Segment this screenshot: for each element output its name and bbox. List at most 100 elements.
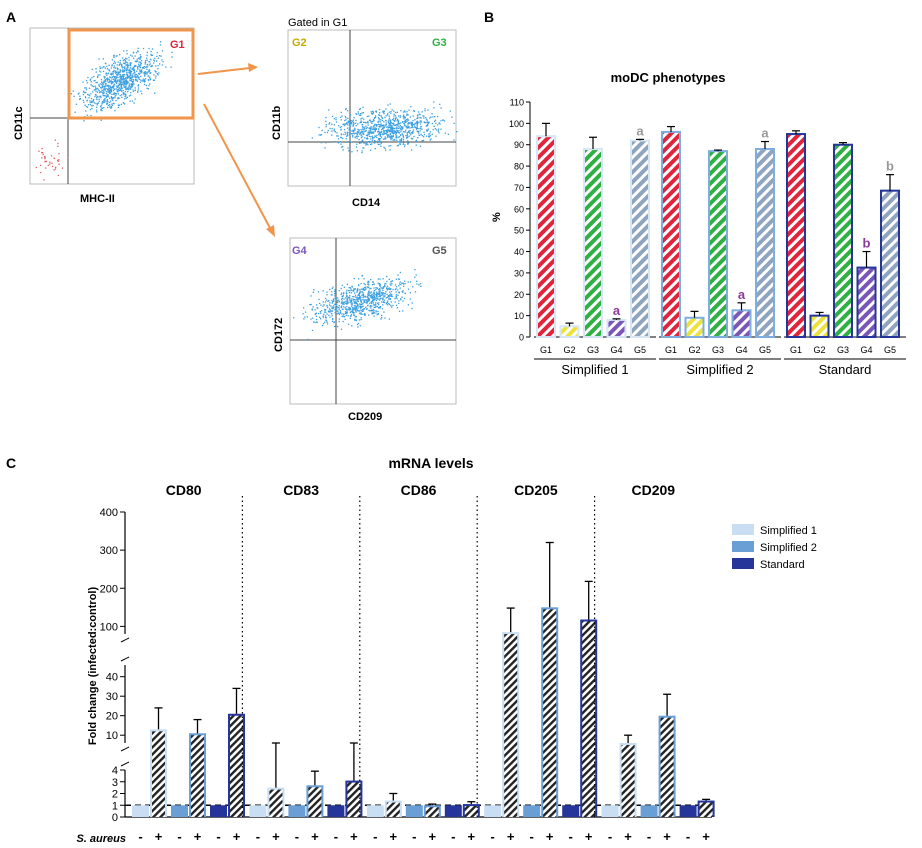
event-dot: [433, 107, 435, 109]
event-dot: [402, 291, 404, 293]
event-dot: [148, 71, 150, 73]
event-dot: [346, 299, 348, 301]
event-dot: [146, 54, 148, 57]
event-dot: [371, 143, 373, 145]
event-dot: [383, 111, 385, 113]
event-dot: [389, 103, 391, 105]
chart-c-ytick-label: 40: [106, 672, 118, 684]
event-dot: [344, 131, 346, 133]
event-dot: [117, 68, 119, 70]
event-dot: [403, 297, 406, 300]
event-dot: [121, 83, 123, 85]
event-dot: [380, 123, 382, 125]
event-dot: [373, 304, 375, 306]
chart-b-ytick-label: 10: [514, 311, 524, 321]
event-dot: [142, 47, 145, 50]
event-dot: [373, 283, 375, 285]
event-dot: [393, 115, 395, 117]
event-dot: [420, 120, 422, 122]
event-dot: [398, 123, 400, 125]
event-dot: [390, 112, 392, 114]
event-dot: [396, 307, 399, 309]
event-dot: [96, 96, 98, 98]
event-dot: [113, 55, 115, 57]
event-dot: [366, 138, 368, 140]
event-dot: [123, 62, 125, 64]
event-dot: [372, 111, 375, 113]
event-dot: [83, 91, 85, 93]
event-dot: [375, 312, 377, 314]
event-dot: [387, 303, 390, 305]
event-dot: [108, 78, 111, 81]
event-dot: [49, 161, 51, 163]
event-dot: [94, 79, 96, 82]
event-dot: [382, 301, 385, 303]
event-dot: [115, 82, 118, 84]
event-dot: [154, 57, 156, 59]
event-dot: [377, 293, 379, 295]
chart-b-bar: [583, 148, 603, 338]
event-dot: [378, 118, 380, 120]
event-dot: [117, 98, 119, 100]
event-dot: [394, 130, 396, 132]
event-dot: [144, 72, 146, 74]
event-dot: [364, 284, 366, 286]
event-dot: [126, 71, 128, 73]
event-dot: [97, 74, 99, 76]
event-dot: [110, 72, 112, 74]
event-dot: [86, 80, 88, 82]
event-dot: [115, 94, 117, 96]
event-dot: [384, 125, 386, 127]
event-dot: [155, 65, 157, 67]
event-dot: [133, 66, 136, 68]
chart-b-sig-letter: b: [863, 236, 871, 251]
chart-c-infected-bar-hatch: [269, 789, 283, 817]
chart-b-bar: [786, 133, 806, 338]
event-dot: [106, 87, 108, 90]
event-dot: [381, 301, 383, 303]
event-dot: [112, 85, 114, 87]
event-dot: [381, 117, 384, 119]
event-dot: [387, 288, 390, 290]
event-dot: [383, 286, 385, 288]
event-dot: [110, 105, 112, 108]
event-dot: [412, 129, 415, 131]
event-dot: [98, 58, 100, 60]
event-dot: [443, 120, 446, 122]
event-dot: [114, 80, 116, 82]
event-dot: [390, 119, 392, 121]
event-dot: [126, 64, 128, 66]
event-dot: [389, 149, 391, 151]
chart-c-ytick-label: 0: [112, 812, 118, 824]
event-dot: [356, 305, 358, 307]
event-dot: [89, 103, 92, 106]
event-dot: [404, 280, 406, 282]
event-dot: [134, 72, 136, 74]
event-dot: [137, 68, 139, 70]
event-dot: [375, 306, 377, 308]
event-dot: [382, 128, 384, 130]
event-dot: [369, 141, 371, 144]
event-dot: [418, 113, 420, 115]
event-dot: [334, 131, 336, 133]
event-dot: [131, 100, 133, 102]
event-dot: [419, 117, 421, 119]
event-dot: [395, 296, 397, 298]
event-dot: [407, 119, 410, 121]
event-dot: [355, 132, 357, 134]
event-dot: [346, 132, 349, 134]
event-dot: [138, 78, 140, 80]
event-dot: [47, 164, 49, 167]
event-dot: [431, 113, 433, 115]
event-dot: [389, 291, 391, 293]
chart-b-title: moDC phenotypes: [611, 70, 726, 85]
event-dot: [102, 100, 105, 102]
event-dot: [376, 298, 378, 300]
event-dot: [410, 126, 413, 129]
event-dot: [358, 142, 361, 144]
event-dot: [395, 127, 397, 129]
event-dot: [388, 288, 391, 290]
event-dot: [418, 127, 420, 130]
event-dot: [131, 84, 133, 86]
event-dot: [335, 119, 337, 121]
